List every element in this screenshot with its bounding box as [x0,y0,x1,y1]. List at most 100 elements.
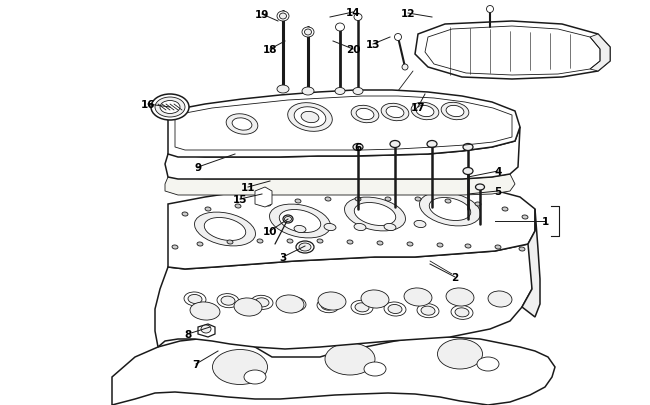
Ellipse shape [411,103,439,120]
Ellipse shape [354,224,366,231]
Polygon shape [255,188,272,207]
Polygon shape [165,175,515,196]
Ellipse shape [301,112,319,124]
Ellipse shape [234,298,262,316]
Text: 7: 7 [192,359,200,369]
Ellipse shape [364,362,386,376]
Ellipse shape [172,245,178,249]
Ellipse shape [296,241,314,254]
Ellipse shape [356,109,374,120]
Ellipse shape [280,210,320,233]
Text: 1: 1 [541,216,549,226]
Ellipse shape [351,301,373,315]
Ellipse shape [355,198,361,202]
Text: 5: 5 [495,187,502,196]
Ellipse shape [324,224,336,231]
Ellipse shape [446,106,464,117]
Ellipse shape [325,343,375,375]
Ellipse shape [235,205,241,209]
Ellipse shape [344,198,406,231]
Ellipse shape [182,213,188,217]
Ellipse shape [317,239,323,243]
Ellipse shape [386,107,404,118]
Polygon shape [112,337,555,405]
Ellipse shape [317,299,339,313]
Ellipse shape [495,245,501,249]
Ellipse shape [232,119,252,131]
Ellipse shape [270,205,330,238]
Text: 6: 6 [354,143,361,153]
Polygon shape [590,35,610,72]
Ellipse shape [217,294,239,308]
Ellipse shape [407,242,413,246]
Ellipse shape [258,191,266,198]
Ellipse shape [465,244,471,248]
Text: 16: 16 [141,100,155,110]
Text: 19: 19 [255,10,269,20]
Ellipse shape [288,300,302,309]
Text: 18: 18 [263,45,278,55]
Ellipse shape [335,88,345,95]
Polygon shape [168,91,520,158]
Ellipse shape [190,302,220,320]
Ellipse shape [347,241,353,245]
Text: 12: 12 [401,9,415,19]
Text: 13: 13 [366,40,380,50]
Ellipse shape [318,292,346,310]
Text: 8: 8 [185,329,192,339]
Polygon shape [168,181,535,269]
Ellipse shape [404,288,432,306]
Polygon shape [522,209,540,317]
Ellipse shape [353,88,363,95]
Ellipse shape [353,144,363,151]
Ellipse shape [402,65,408,71]
Ellipse shape [325,198,331,202]
Polygon shape [198,324,215,337]
Ellipse shape [488,291,512,307]
Ellipse shape [476,185,484,190]
Ellipse shape [455,308,469,317]
Ellipse shape [384,302,406,316]
Polygon shape [165,128,520,179]
Ellipse shape [226,115,258,135]
Text: 14: 14 [346,8,360,18]
Ellipse shape [221,296,235,305]
Ellipse shape [414,221,426,228]
Ellipse shape [277,12,289,22]
Ellipse shape [475,202,481,207]
Ellipse shape [194,213,255,246]
Ellipse shape [304,30,311,36]
Ellipse shape [276,295,304,313]
Ellipse shape [321,301,335,310]
Ellipse shape [427,141,437,148]
Ellipse shape [277,86,289,94]
Ellipse shape [415,198,421,202]
Ellipse shape [227,241,233,245]
Ellipse shape [299,243,311,252]
Ellipse shape [351,106,379,124]
Ellipse shape [390,141,400,148]
Ellipse shape [151,95,189,121]
Ellipse shape [395,34,402,41]
Ellipse shape [384,224,396,231]
Ellipse shape [377,241,383,245]
Ellipse shape [522,215,528,220]
Ellipse shape [429,198,471,221]
Ellipse shape [451,305,473,320]
Ellipse shape [283,215,293,224]
Ellipse shape [354,15,362,21]
Ellipse shape [288,103,332,132]
Polygon shape [155,231,535,349]
Text: 9: 9 [194,162,202,173]
Polygon shape [415,22,610,80]
Ellipse shape [294,226,306,233]
Text: 17: 17 [411,103,425,113]
Ellipse shape [251,296,273,310]
Text: 10: 10 [263,226,278,237]
Text: 2: 2 [451,272,459,282]
Ellipse shape [437,243,443,247]
Ellipse shape [502,207,508,211]
Ellipse shape [197,242,203,246]
Ellipse shape [446,288,474,306]
Ellipse shape [287,239,293,243]
